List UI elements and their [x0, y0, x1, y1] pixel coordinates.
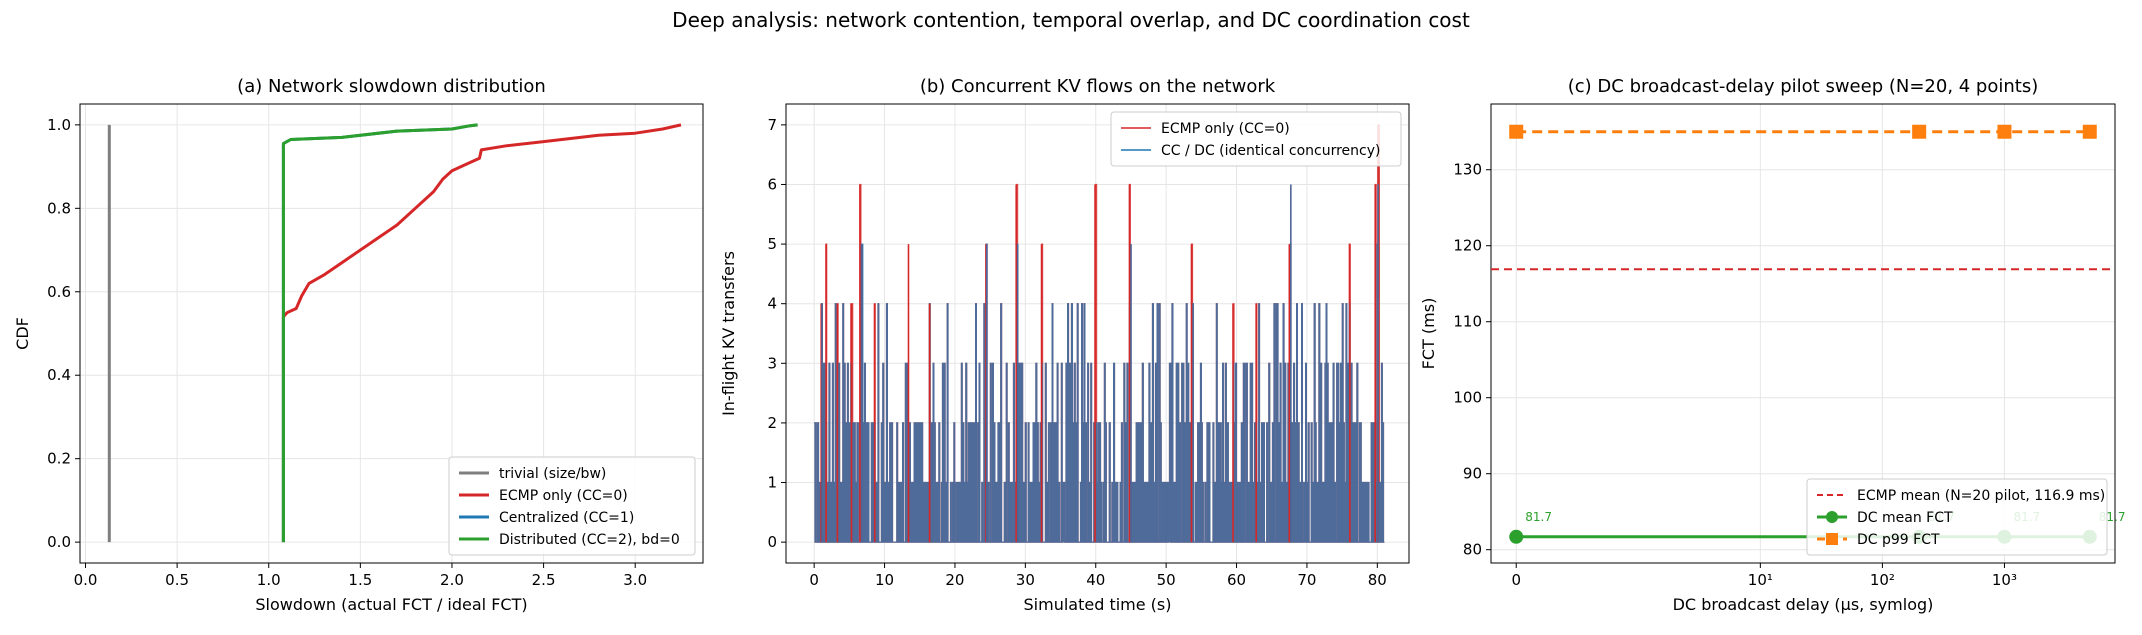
- panel-c-p99-marker: [1912, 124, 1927, 139]
- panel-c-y-tick-label: 110: [1453, 313, 1482, 331]
- panel-a-x-tick-label: 0.0: [74, 571, 98, 589]
- panel-c-axes: 0 10¹ 10² 10³ 80 90 100 110 120 130 (c) DC broadca…: [1419, 76, 2116, 614]
- panel-a-legend-label: Distributed (CC=2), bd=0: [499, 532, 680, 548]
- panel-a-x-tick-label: 3.0: [623, 571, 647, 589]
- panel-c-legend-label: DC mean FCT: [1857, 510, 1953, 526]
- panel-c-frame: [1490, 103, 2116, 564]
- panel-a-y-axis-label: CDF: [13, 317, 32, 350]
- panel-a-y-tick-label: 0.4: [47, 366, 71, 384]
- panel-a-x-tick-label: 1.0: [257, 571, 281, 589]
- panel-a-x-tick-label: 0.5: [165, 571, 189, 589]
- panel-a-legend-label: trivial (size/bw): [499, 466, 606, 482]
- panel-b-axes: 0 10 20 30 40 50 60 70 80 0 1 2 3 4 5 6 7 (b) Concurrent …: [719, 76, 1410, 614]
- panel-c-x-tick-label: 10¹: [1748, 571, 1773, 589]
- panel-a-line-ecmp-only-cc-0: [281, 123, 682, 543]
- panel-c-legend-marker: [1826, 511, 1838, 523]
- panel-a-legend-label: Centralized (CC=1): [499, 510, 634, 526]
- panel-a-axes: 0.0 0.5 1.0 1.5 2.0 2.5 3.0 0.0 0.2 0.4 0.6 0.8 1.0 (…: [13, 76, 704, 614]
- panel-b-y-tick-label: 3: [767, 354, 777, 372]
- panel-a-line-centralized-cc-1: [281, 123, 478, 543]
- panel-a-legend-box: [448, 456, 696, 556]
- panel-b-series: [814, 124, 1385, 543]
- panel-a-y-tick-label: 0.8: [47, 199, 71, 217]
- panel-a-x-tick-label: 2.5: [532, 571, 556, 589]
- panel-b-x-tick-label: 60: [1227, 571, 1246, 589]
- panel-c-x-axis-label: DC broadcast delay (µs, symlog): [1673, 595, 1934, 614]
- panel-a-frame: [79, 103, 704, 564]
- panel-c-p99-marker: [1509, 124, 1524, 139]
- panel-c-y-tick-label: 130: [1453, 161, 1482, 179]
- panel-b-x-axis-label: Simulated time (s): [1024, 595, 1172, 614]
- panel-b-x-tick-label: 40: [1086, 571, 1105, 589]
- panel-b-frame: [785, 103, 1410, 564]
- panel-b-x-tick-label: 30: [1016, 571, 1035, 589]
- panel-b-x-tick-label: 80: [1368, 571, 1387, 589]
- panel-b-x-tick-label: 10: [875, 571, 894, 589]
- panel-b-y-tick-label: 6: [767, 175, 777, 193]
- panel-a-y-tick-label: 0.2: [47, 450, 71, 468]
- panel-c-legend-label: ECMP mean (N=20 pilot, 116.9 ms): [1857, 488, 2105, 504]
- panel-b-y-tick-label: 4: [767, 295, 777, 313]
- panel-b-x-tick-label: 50: [1157, 571, 1176, 589]
- panel-c-legend-box: [1806, 478, 2108, 556]
- panel-c-y-tick-label: 90: [1463, 465, 1482, 483]
- panel-a-series: [107, 123, 682, 543]
- panel-b-y-tick-label: 5: [767, 235, 777, 253]
- panel-c-y-tick-label: 100: [1453, 389, 1482, 407]
- panel-c-legend: ECMP mean (N=20 pilot, 116.9 ms) DC mean …: [1806, 478, 2108, 556]
- panel-a-x-tick-label: 1.5: [348, 571, 372, 589]
- panel-b-legend: ECMP only (CC=0) CC / DC (identical concu…: [1110, 111, 1402, 167]
- panel-b-line-cc-dc: [814, 243, 1385, 543]
- panel-c-legend-marker: [1826, 533, 1838, 545]
- panel-b-legend-label: CC / DC (identical concurrency): [1161, 143, 1381, 159]
- panel-c-x-tick-label: 10³: [1992, 571, 2017, 589]
- panel-c-x-tick-label: 10²: [1870, 571, 1895, 589]
- panel-a-x-tick-label: 2.0: [440, 571, 464, 589]
- panel-b-x-tick-label: 70: [1297, 571, 1316, 589]
- panel-a-legend: trivial (size/bw) ECMP only (CC=0) Central…: [448, 456, 696, 556]
- panel-b-x-tick-label: 0: [809, 571, 819, 589]
- panel-b-y-tick-label: 0: [767, 533, 777, 551]
- panel-b-y-tick-label: 1: [767, 474, 777, 492]
- panel-c-p99-marker: [2082, 124, 2097, 139]
- panel-c-y-axis-label: FCT (ms): [1419, 298, 1438, 370]
- panel-b-legend-box: [1110, 111, 1402, 167]
- panel-c-y-tick-label: 80: [1463, 541, 1482, 559]
- panel-b-y-tick-label: 2: [767, 414, 777, 432]
- panel-c-title: (c) DC broadcast-delay pilot sweep (N=20…: [1568, 76, 2039, 97]
- panel-c-p99-marker: [1997, 124, 2012, 139]
- panel-b-title: (b) Concurrent KV flows on the network: [920, 76, 1276, 97]
- panel-b-x-tick-label: 20: [945, 571, 964, 589]
- panel-c-mean-data-label: 81.7: [1525, 510, 1552, 524]
- panel-a-y-tick-label: 0.6: [47, 283, 71, 301]
- panel-c-y-tick-label: 120: [1453, 237, 1482, 255]
- panel-c-legend-label: DC p99 FCT: [1857, 532, 1940, 548]
- panel-a-line-distributed-cc-2-bd-0: [281, 123, 478, 543]
- panel-b-legend-label: ECMP only (CC=0): [1161, 121, 1290, 137]
- panel-b-y-tick-label: 7: [767, 116, 777, 134]
- panel-a-y-tick-label: 0.0: [47, 533, 71, 551]
- figure-suptitle: Deep analysis: network contention, tempo…: [672, 8, 1470, 32]
- panel-a-legend-label: ECMP only (CC=0): [499, 488, 628, 504]
- panel-a-title: (a) Network slowdown distribution: [237, 76, 546, 97]
- panel-a-x-axis-label: Slowdown (actual FCT / ideal FCT): [255, 595, 527, 614]
- panel-c-mean-marker: [1509, 529, 1524, 544]
- panel-a-y-tick-label: 1.0: [47, 116, 71, 134]
- panel-b-y-axis-label: In-flight KV transfers: [719, 251, 738, 416]
- panel-c-x-tick-label: 0: [1511, 571, 1521, 589]
